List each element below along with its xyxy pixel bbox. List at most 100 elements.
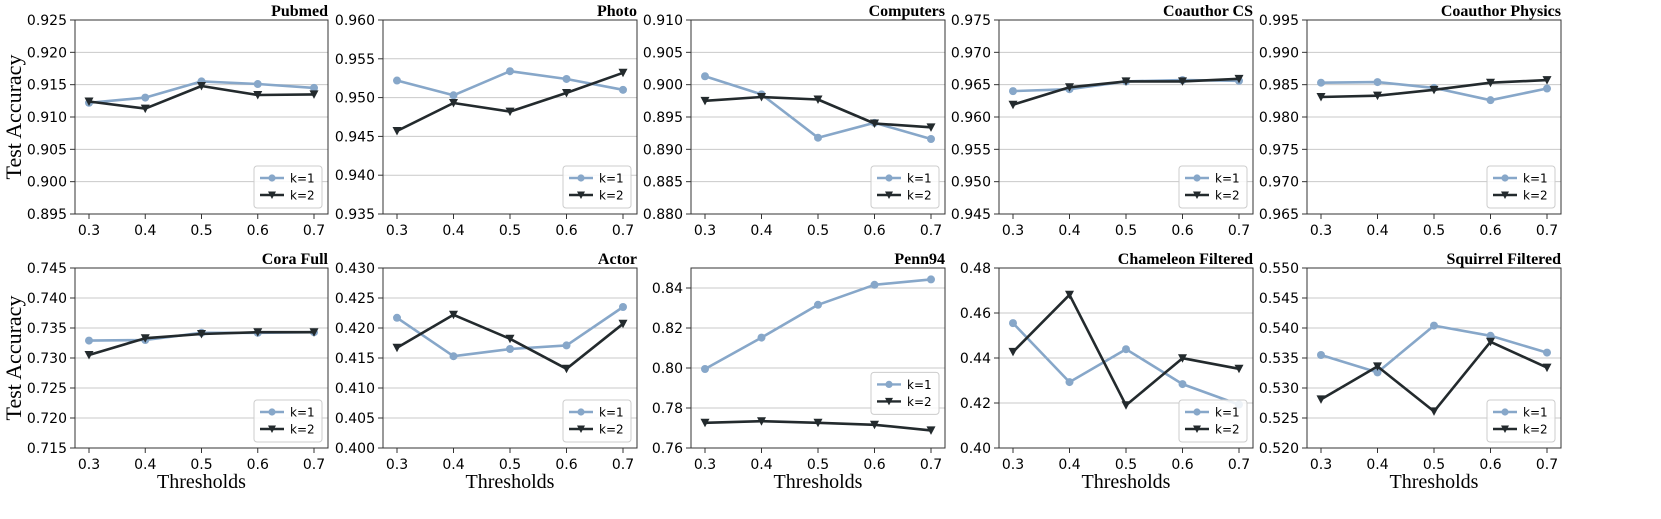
x-tick-label: 0.7 [1228,457,1250,473]
y-tick-label: 0.980 [1259,110,1299,126]
x-tick-label: 0.3 [1002,457,1024,473]
y-tick-label: 0.720 [27,411,67,427]
x-tick-label: 0.6 [1171,457,1193,473]
panel-title: Cora Full [262,251,329,268]
point-k=2 [1542,76,1552,85]
y-tick-label: 0.725 [27,381,67,397]
y-tick-label: 0.975 [1259,142,1299,158]
point-k=1 [1543,84,1551,93]
panel-title: Actor [598,251,637,268]
legend-marker [1193,408,1201,416]
y-tick-label: 0.910 [27,110,67,126]
point-k=2 [1316,395,1326,404]
point-k=1 [1373,78,1382,87]
y-tick-label: 0.895 [643,110,683,126]
y-tick-label: 0.965 [1259,207,1299,223]
y-axis-label: Test Accuracy [1,55,26,180]
legend-marker [577,408,585,416]
x-axis-label: Thresholds [1390,471,1479,493]
y-axis-label: Test Accuracy [1,296,26,421]
point-k=1 [562,74,571,83]
x-tick-label: 0.5 [190,223,212,239]
point-k=2 [84,351,94,360]
x-tick-label: 0.6 [1171,223,1193,239]
x-tick-label: 0.6 [863,457,885,473]
x-tick-label: 0.3 [1002,223,1024,239]
legend-marker [577,425,585,433]
point-k=1 [1373,368,1382,377]
x-tick-label: 0.7 [1536,457,1558,473]
point-k=1 [814,133,822,142]
point-k=2 [197,81,206,91]
x-tick-label: 0.4 [750,223,772,239]
y-tick-label: 0.965 [951,78,991,94]
point-k=2 [1542,363,1552,373]
x-axis-label: Thresholds [774,471,863,493]
x-tick-label: 0.3 [78,223,100,239]
point-k=2 [1234,74,1244,84]
legend-label: k=1 [1215,172,1240,186]
x-tick-label: 0.4 [134,223,156,239]
point-k=1 [1317,351,1325,359]
legend: k=1k=2 [870,165,940,209]
point-k=1 [1009,319,1017,328]
x-tick-label: 0.6 [555,457,577,473]
panel-title: Photo [597,3,637,20]
series-line-k=1 [1320,324,1548,374]
x-tick-label: 0.5 [1423,223,1445,239]
series-line-k=1 [704,75,932,141]
point-k=2 [1373,91,1382,101]
y-tick-label: 0.740 [27,291,67,307]
x-tick-label: 0.4 [1058,457,1080,473]
legend-marker [577,174,585,182]
chart-panel-6: 0.715 0.720 0.725 0.730 0.735 0.740 0.745 0.3 0.… [1,251,329,493]
legend: k=1k=2 [562,399,632,443]
y-tick-label: 0.895 [27,207,67,223]
x-tick-label: 0.3 [1310,223,1332,239]
point-k=2 [813,95,823,105]
y-tick-label: 0.950 [951,175,991,191]
y-tick-label: 0.40 [960,441,991,457]
y-tick-label: 0.910 [643,13,683,29]
point-k=1 [449,91,458,100]
x-tick-label: 0.7 [612,223,634,239]
point-k=1 [1317,78,1325,87]
point-k=2 [1429,407,1439,416]
y-tick-label: 0.44 [960,351,991,367]
plot-frame [998,267,1254,449]
legend-label: k=1 [907,378,932,392]
legend-label: k=2 [907,189,932,203]
y-tick-label: 0.48 [960,261,991,277]
point-k=1 [393,313,401,322]
point-k=2 [253,328,263,337]
point-k=1 [701,72,709,81]
y-tick-label: 0.82 [652,321,683,337]
point-k=2 [1316,92,1326,102]
point-k=2 [870,119,879,128]
point-k=1 [757,333,766,342]
point-k=2 [392,126,402,136]
x-tick-label: 0.3 [694,457,716,473]
plot-frame [1306,19,1562,215]
point-k=1 [619,303,627,311]
y-tick-label: 0.960 [951,110,991,126]
x-tick-label: 0.4 [1366,223,1388,239]
point-k=2 [618,319,628,329]
legend-marker [885,191,893,199]
legend-label: k=2 [1523,423,1548,437]
x-tick-label: 0.4 [442,223,464,239]
y-tick-label: 0.880 [643,207,683,223]
y-tick-label: 0.76 [652,441,683,457]
point-k=1 [1065,378,1074,387]
legend: k=1k=2 [870,371,940,415]
x-tick-label: 0.7 [920,457,942,473]
y-tick-label: 0.955 [335,52,375,68]
legend-label: k=2 [1215,423,1240,437]
series-line-k=2 [396,71,624,133]
x-tick-label: 0.5 [1423,457,1445,473]
point-k=1 [310,83,318,92]
point-k=1 [619,85,627,94]
chart-panel-5: 0.965 0.970 0.975 0.980 0.985 0.990 0.995 0.3 0.… [1259,3,1562,239]
legend-label: k=1 [599,406,624,420]
x-tick-label: 0.7 [303,457,325,473]
